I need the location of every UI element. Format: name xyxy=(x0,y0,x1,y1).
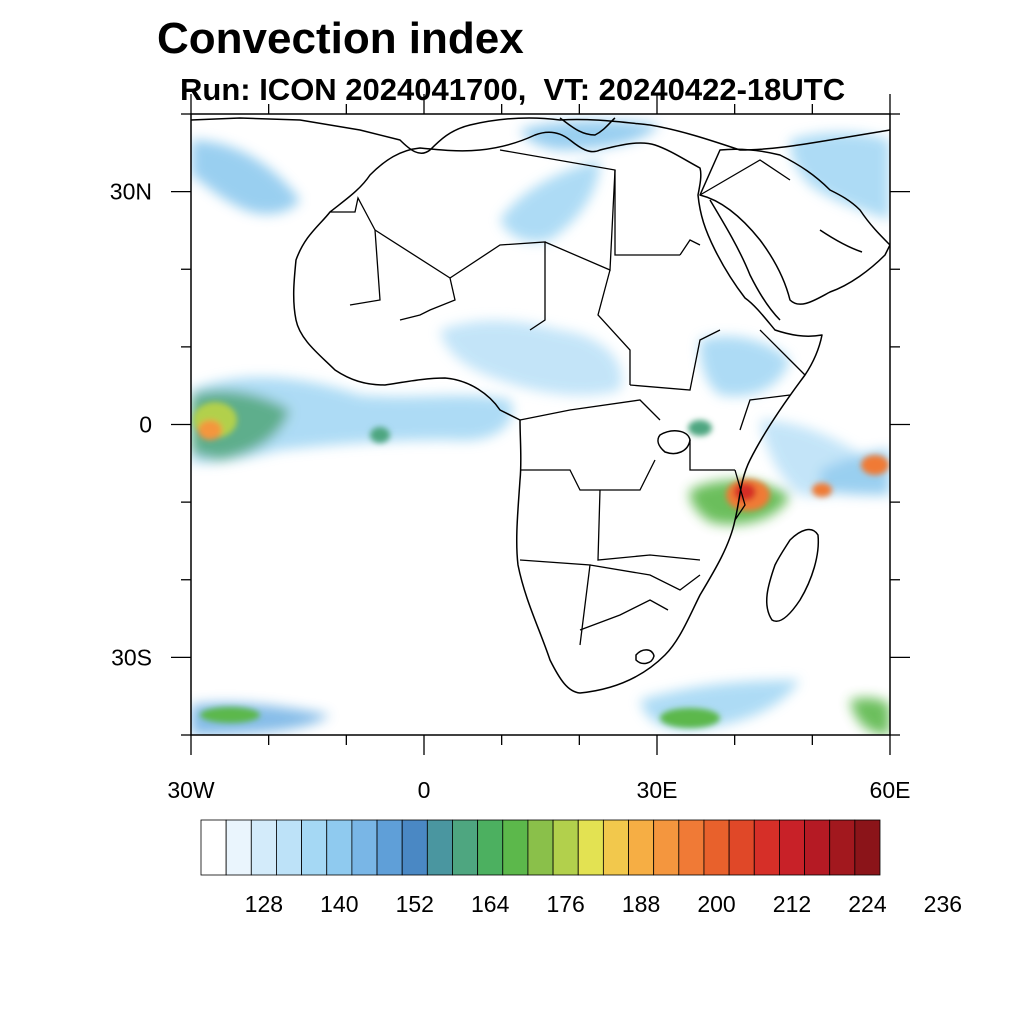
colorbar-swatch xyxy=(527,819,554,876)
colorbar-swatch xyxy=(502,819,529,876)
colorbar-swatch xyxy=(628,819,655,876)
colorbar-swatch xyxy=(225,819,252,876)
colorbar-swatch xyxy=(276,819,302,876)
colorbar-swatch xyxy=(200,819,227,876)
colorbar-label: 224 xyxy=(848,891,887,917)
country-borders xyxy=(330,149,806,646)
colorbar-swatch xyxy=(552,819,579,876)
colorbar-swatch xyxy=(653,819,680,876)
colorbar-label: 212 xyxy=(773,891,811,917)
colorbar-swatch xyxy=(326,819,353,876)
colorbar-swatch xyxy=(829,819,856,876)
colorbar-swatch xyxy=(678,819,705,876)
colorbar-label: 140 xyxy=(320,891,358,917)
colorbar-swatch xyxy=(452,819,479,876)
axis-tick-labels: 30W 0 30E 60E 30N 0 30S xyxy=(110,179,911,803)
colorbar-label: 188 xyxy=(622,891,660,917)
colorbar-swatch xyxy=(779,819,805,876)
colorbar-swatch xyxy=(577,819,604,876)
colorbar-swatch xyxy=(477,819,504,876)
colorbar-label: 128 xyxy=(245,891,283,917)
convection-field xyxy=(191,120,890,735)
map-title: Convection index xyxy=(157,14,524,63)
colorbar-label: 200 xyxy=(697,891,735,917)
colorbar-swatch xyxy=(401,819,428,876)
axis-ticks xyxy=(171,94,910,755)
colorbar-swatch xyxy=(376,819,403,876)
colorbar-label: 236 xyxy=(924,891,962,917)
colorbar-swatch xyxy=(250,819,277,876)
coastlines xyxy=(191,117,890,694)
colorbar-swatch xyxy=(602,819,629,876)
x-tick-label: 60E xyxy=(870,777,911,803)
x-tick-label: 30W xyxy=(167,777,215,803)
colorbar-labels: 128 140 152 164 176 188 200 212 224 236 xyxy=(245,891,962,917)
colorbar-label: 152 xyxy=(396,891,434,917)
colorbar-swatch xyxy=(703,819,730,876)
colorbar-swatch xyxy=(753,819,780,876)
run-subtitle: Run: ICON 2024041700, VT: 20240422-18UTC xyxy=(180,72,846,107)
colorbar-swatch xyxy=(351,819,378,876)
x-tick-label: 30E xyxy=(637,777,678,803)
x-tick-label: 0 xyxy=(418,777,431,803)
y-tick-label: 0 xyxy=(139,412,152,438)
colorbar-swatch xyxy=(301,819,328,876)
colorbar-swatch xyxy=(426,819,453,876)
colorbar-swatch xyxy=(854,819,881,876)
colorbar xyxy=(200,819,881,876)
colorbar-swatch xyxy=(728,819,755,876)
colorbar-label: 176 xyxy=(546,891,584,917)
y-tick-label: 30N xyxy=(110,179,152,205)
colorbar-swatch xyxy=(804,819,831,876)
y-tick-label: 30S xyxy=(111,644,152,670)
colorbar-label: 164 xyxy=(471,891,510,917)
